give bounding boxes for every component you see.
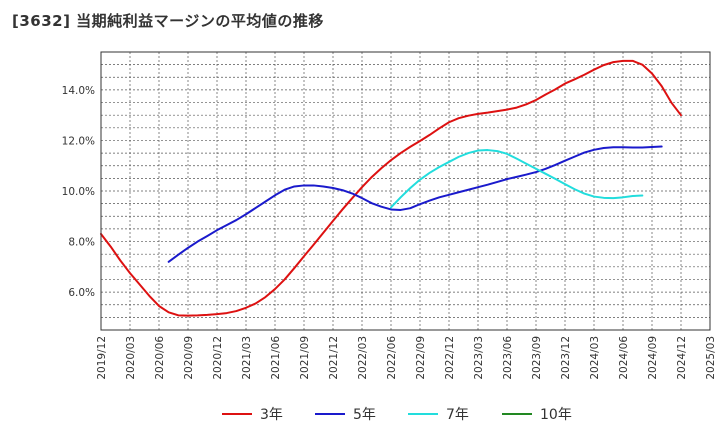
legend-label-3年: 3年 [260, 407, 283, 423]
plot-frame [100, 51, 711, 331]
legend: 3年 5年 7年 10年 [222, 407, 572, 423]
legend-label-10年: 10年 [540, 407, 572, 423]
x-tick-label: 2022/09 [415, 336, 427, 380]
plot-border [100, 51, 711, 331]
grid [101, 52, 710, 330]
x-tick-label: 2022/03 [357, 336, 369, 380]
x-tick-label: 2020/12 [212, 336, 224, 380]
x-tick-label: 2023/03 [473, 336, 485, 380]
y-tick-label: 6.0% [68, 287, 95, 299]
x-tick-label: 2023/12 [560, 336, 572, 380]
x-tick-label: 2020/03 [125, 336, 137, 380]
x-tick-label: 2024/06 [618, 336, 630, 380]
x-tick-label: 2020/06 [154, 336, 166, 380]
x-tick-label: 2022/12 [444, 336, 456, 380]
series-line-3年 [100, 59, 682, 317]
x-tick-label: 2024/09 [647, 336, 659, 380]
x-tick-label: 2021/03 [241, 336, 253, 380]
series-lines [100, 59, 682, 317]
x-tick-label: 2023/09 [531, 336, 543, 380]
x-tick-label: 2022/06 [386, 336, 398, 380]
y-tick-label: 14.0% [62, 85, 95, 97]
y-tick-label: 8.0% [68, 237, 95, 249]
x-tick-label: 2024/03 [589, 336, 601, 380]
series-line-5年 [167, 145, 663, 263]
chart-title: [3632] 当期純利益マージンの平均値の推移 [12, 12, 324, 30]
x-tick-label: 2020/09 [183, 336, 195, 380]
y-tick-label: 12.0% [62, 135, 95, 147]
x-tick-label: 2023/06 [502, 336, 514, 380]
x-tick-label: 2021/12 [328, 336, 340, 380]
x-tick-label: 2024/12 [676, 336, 688, 380]
x-tick-label: 2025/03 [705, 336, 717, 380]
x-tick-label: 2021/06 [270, 336, 282, 380]
legend-label-7年: 7年 [446, 407, 469, 423]
x-tick-label: 2021/09 [299, 336, 311, 380]
legend-label-5年: 5年 [353, 407, 376, 423]
y-tick-label: 10.0% [62, 186, 95, 198]
series-line-7年 [390, 149, 644, 209]
x-tick-label: 2019/12 [96, 336, 108, 380]
axis-labels: 6.0% 8.0% 10.0% 12.0% 14.0% 2019/12 2020/03 202… [62, 85, 717, 380]
